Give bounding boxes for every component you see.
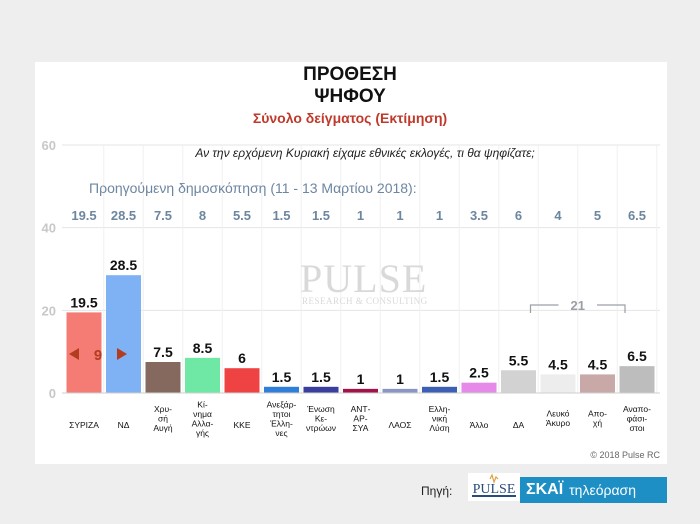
survey-question: Αν την ερχόμενη Κυριακή είχαμε εθνικές ε… xyxy=(195,146,535,160)
previous-value-label: 5.5 xyxy=(233,208,251,223)
bar-3 xyxy=(145,362,181,393)
bar-14 xyxy=(580,374,615,393)
left-arrow-icon xyxy=(69,348,79,360)
y-tick-label: 20 xyxy=(42,303,56,318)
previous-value-label: 19.5 xyxy=(71,208,96,223)
category-label: Κί-νημα Αλλα-γής xyxy=(192,400,214,439)
bar-value-label: 28.5 xyxy=(110,257,137,273)
category-label: Ένωση Κε-ντρώων xyxy=(306,404,336,433)
category-label: Ελλη-νική Λύση xyxy=(429,404,451,433)
bar-value-label: 5.5 xyxy=(509,352,529,368)
bar-value-label: 7.5 xyxy=(153,344,173,360)
lead-annotation: 9 xyxy=(94,347,102,364)
bar-2 xyxy=(106,275,141,393)
pulse-watermark: PULSE xyxy=(300,256,428,301)
previous-value-label: 4 xyxy=(554,208,562,223)
previous-value-label: 1 xyxy=(396,208,403,223)
skai-logo: ΣΚΑΪ τηλεόραση xyxy=(520,477,667,503)
previous-value-label: 1 xyxy=(357,208,364,223)
category-label: Λευκό Άκυρο xyxy=(546,409,570,429)
y-tick-label: 60 xyxy=(42,138,56,153)
category-label: Ανεξάρ-τητοι Έλλη-νες xyxy=(267,400,297,439)
previous-value-label: 8 xyxy=(199,208,206,223)
previous-value-label: 1.5 xyxy=(272,208,290,223)
bar-4 xyxy=(185,357,220,393)
bar-value-label: 8.5 xyxy=(193,340,213,356)
category-label: ΣΥΡΙΖΑ xyxy=(69,420,99,430)
bar-7 xyxy=(303,386,339,393)
skai-channel-name: ΣΚΑΪ xyxy=(526,481,564,498)
bar-6 xyxy=(264,386,299,393)
bar-value-label: 4.5 xyxy=(548,356,568,372)
bar-value-label: 6.5 xyxy=(627,348,647,364)
chart-title-line1: ΠΡΟΘΕΣΗ xyxy=(303,64,397,85)
category-label: Αναπο-φάσι-στοι xyxy=(623,404,651,433)
previous-value-label: 6.5 xyxy=(628,208,646,223)
previous-value-label: 3.5 xyxy=(470,208,488,223)
category-label: ΚΚΕ xyxy=(233,420,250,430)
category-label: ΔΑ xyxy=(513,420,525,430)
category-label: Απο-χή xyxy=(588,409,607,429)
bar-13 xyxy=(540,374,576,393)
previous-value-label: 7.5 xyxy=(154,208,172,223)
category-label: ΑΝΤ-ΑΡ-ΣΥΑ xyxy=(351,404,371,433)
pulse-watermark-tagline: RESEARCH & CONSULTING xyxy=(302,296,428,306)
skai-channel-tv: τηλεόραση xyxy=(569,482,636,498)
category-label: Άλλο xyxy=(470,420,489,430)
y-tick-label: 0 xyxy=(49,386,56,401)
bar-12 xyxy=(501,370,536,393)
svg-text:PULSE: PULSE xyxy=(473,482,516,497)
bracket-annotation: 21 xyxy=(571,298,585,313)
bar-value-label: 1.5 xyxy=(311,369,331,385)
bar-value-label: 4.5 xyxy=(588,356,608,372)
bar-value-label: 1 xyxy=(357,371,365,387)
right-arrow-icon xyxy=(117,348,127,360)
bar-value-label: 19.5 xyxy=(70,294,97,310)
bracket-left xyxy=(529,304,559,313)
category-label: ΝΔ xyxy=(118,420,130,430)
chart-subtitle: Σύνολο δείγματος (Εκτίμηση) xyxy=(252,110,448,126)
bar-value-label: 1.5 xyxy=(430,369,450,385)
previous-value-label: 28.5 xyxy=(111,208,136,223)
chart-title-line2: ΨΗΦΟΥ xyxy=(314,86,386,107)
previous-poll-label: Προηγούμενη δημοσκόπηση (11 - 13 Μαρτίου… xyxy=(89,180,417,196)
previous-value-label: 1 xyxy=(436,208,443,223)
bar-value-label: 1.5 xyxy=(272,369,292,385)
previous-value-label: 6 xyxy=(515,208,522,223)
category-label: Χρυ-σή Αυγή xyxy=(153,404,173,433)
bar-value-label: 2.5 xyxy=(469,365,489,381)
bar-value-label: 6 xyxy=(238,350,246,366)
bar-5 xyxy=(224,368,260,393)
bar-8 xyxy=(343,388,378,393)
bar-9 xyxy=(382,388,418,393)
bar-11 xyxy=(461,382,497,393)
bar-value-label: 1 xyxy=(396,371,404,387)
chart-panel xyxy=(35,62,667,464)
pulse-logo: PULSE xyxy=(468,473,520,501)
copyright-text: © 2018 Pulse RC xyxy=(590,450,660,460)
previous-value-label: 5 xyxy=(594,208,601,223)
bar-10 xyxy=(422,386,457,393)
previous-value-label: 1.5 xyxy=(312,208,330,223)
category-label: ΛΑΟΣ xyxy=(388,420,411,430)
bracket-right xyxy=(597,304,626,313)
bar-15 xyxy=(619,366,655,393)
y-tick-label: 40 xyxy=(42,221,56,236)
source-label: Πηγή: xyxy=(421,484,453,498)
